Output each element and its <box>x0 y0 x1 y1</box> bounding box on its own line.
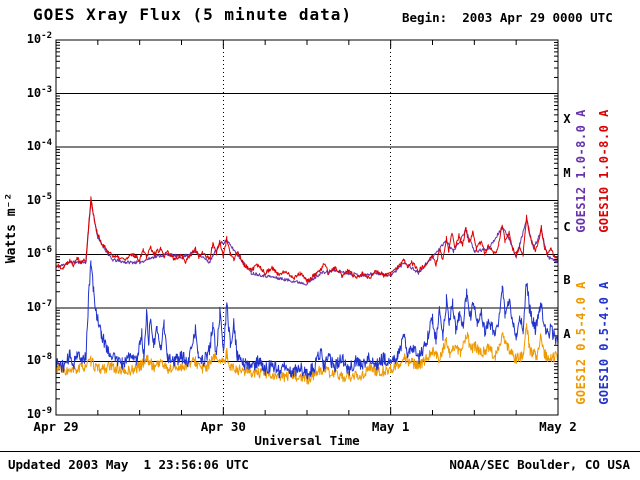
legend-label-goes10-long: GOES10 1.0-8.0 A <box>597 109 611 233</box>
y-tick-label: 10-3 <box>26 84 52 100</box>
series-goes10-short <box>55 260 559 380</box>
y-tick-label: 10-6 <box>26 245 52 261</box>
flare-class-label: X <box>563 112 571 127</box>
begin-timestamp: Begin: 2003 Apr 29 0000 UTC <box>402 10 613 25</box>
x-tick-label: Apr 30 <box>200 419 246 434</box>
legend-label-goes10-short: GOES10 0.5-4.0 A <box>597 281 611 405</box>
y-tick-label: 10-2 <box>26 31 52 46</box>
series-goes12-short <box>55 323 559 385</box>
y-tick-label: 10-9 <box>26 406 52 421</box>
flare-class-label: A <box>563 326 571 341</box>
flare-class-label: B <box>563 273 571 288</box>
x-axis-label: Universal Time <box>254 433 360 448</box>
legend-label-goes12-short: GOES12 0.5-4.0 A <box>574 281 588 405</box>
footer-divider <box>0 451 640 452</box>
flare-class-label: M <box>563 165 571 180</box>
plot-frame <box>55 39 559 416</box>
y-tick-label: 10-7 <box>26 298 52 314</box>
series-goes12-long <box>55 199 559 286</box>
legend-label-goes12-long: GOES12 1.0-8.0 A <box>574 109 588 233</box>
x-tick-label: May 2 <box>539 419 577 434</box>
updated-timestamp: Updated 2003 May 1 23:56:06 UTC <box>8 457 249 472</box>
x-tick-label: May 1 <box>371 419 410 434</box>
y-tick-label: 10-5 <box>26 191 52 207</box>
flare-class-label: C <box>563 219 571 234</box>
chart-title: GOES Xray Flux (5 minute data) <box>33 5 352 24</box>
credit-text: NOAA/SEC Boulder, CO USA <box>449 457 630 472</box>
series-goes10-long <box>55 196 559 283</box>
y-tick-label: 10-8 <box>26 352 52 368</box>
y-tick-label: 10-4 <box>26 138 52 154</box>
x-tick-label: Apr 29 <box>33 419 79 434</box>
